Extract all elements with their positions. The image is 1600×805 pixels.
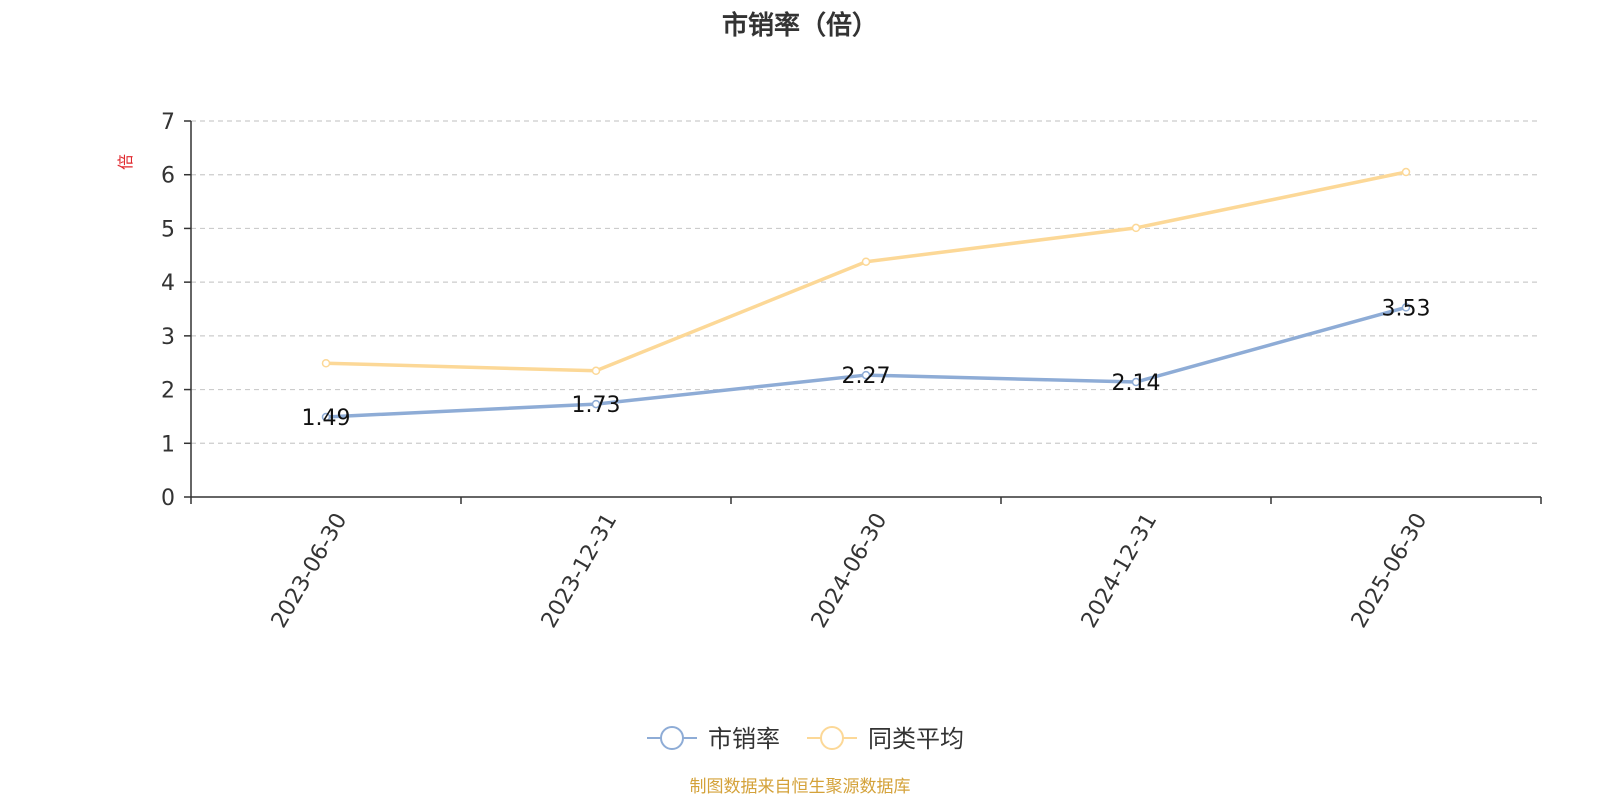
x-tick-label: 2023-12-31 (537, 509, 623, 632)
y-tick-label: 0 (161, 486, 175, 511)
y-tick-label: 5 (161, 217, 175, 242)
x-tick-label: 2025-06-30 (1347, 509, 1433, 632)
data-point[interactable] (591, 366, 601, 376)
x-tick-label: 2024-06-30 (807, 509, 893, 632)
grid-lines (191, 120, 1541, 444)
data-point[interactable] (591, 399, 601, 409)
y-tick-label: 4 (161, 271, 175, 296)
y-tick-label: 3 (161, 325, 175, 350)
data-point[interactable] (1401, 303, 1411, 312)
legend-circle-icon (660, 726, 684, 750)
series-line-ps-ratio[interactable] (324, 305, 1408, 419)
y-tick-label: 7 (161, 110, 175, 135)
data-label: 3.53 (1382, 296, 1431, 321)
data-label: 2.14 (1112, 371, 1161, 396)
legend-circle-icon (820, 726, 844, 750)
legend-label: 同类平均 (868, 725, 964, 753)
x-tick-label: 2024-12-31 (1077, 509, 1163, 632)
data-point[interactable] (321, 412, 331, 422)
data-point[interactable] (861, 370, 871, 380)
legend-label: 市销率 (708, 725, 780, 753)
data-labels: 1.49 1.73 2.27 2.14 3.53 (302, 296, 1431, 431)
data-point[interactable] (321, 359, 331, 368)
y-axis-unit-label: 倍 (116, 154, 135, 170)
legend-item-ps-ratio[interactable]: 市销率 (647, 725, 780, 753)
y-tick-label: 1 (161, 432, 175, 457)
y-tick-label: 2 (161, 379, 175, 404)
data-point[interactable] (1131, 223, 1141, 233)
series-line-peer-average[interactable] (324, 170, 1408, 373)
legend-item-peer-average[interactable]: 同类平均 (807, 725, 964, 753)
series-lines (321, 167, 1411, 422)
data-label: 1.49 (302, 406, 351, 431)
legend[interactable]: 市销率 同类平均 (647, 725, 964, 753)
data-source-note: 制图数据来自恒生聚源数据库 (690, 777, 911, 797)
x-tick-label: 2023-06-30 (267, 509, 353, 632)
y-tick-label: 6 (161, 164, 175, 189)
chart-title: 市销率（倍） (722, 10, 878, 41)
data-label: 1.73 (572, 393, 621, 418)
data-label: 2.27 (842, 364, 891, 389)
data-point[interactable] (1401, 167, 1411, 177)
data-point[interactable] (861, 257, 871, 266)
data-point[interactable] (1131, 377, 1141, 387)
